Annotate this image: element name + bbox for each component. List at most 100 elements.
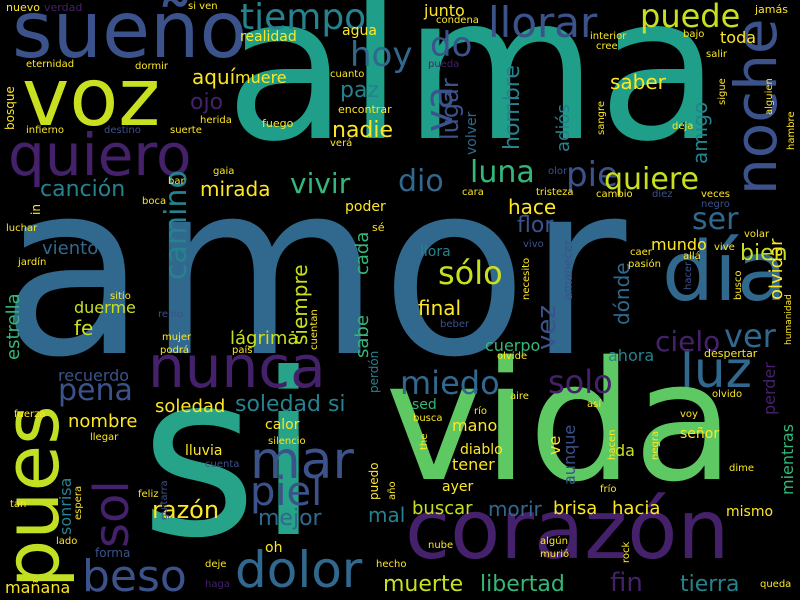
word-tierra: tierra xyxy=(680,572,740,597)
word-llegar: llegar xyxy=(90,432,119,443)
word-quiere: quiere xyxy=(604,162,699,197)
word-bajo: bajo xyxy=(683,29,705,40)
word-haga: haga xyxy=(205,579,230,590)
word-ahora: ahora xyxy=(608,346,655,365)
word-fe: fe xyxy=(74,316,94,340)
word-hombre: hombre xyxy=(500,65,525,150)
word-dormir: dormir xyxy=(135,61,169,72)
word-fuerza: fuerza xyxy=(14,409,46,420)
word-mal: mal xyxy=(368,503,406,527)
word-busco: busco xyxy=(733,270,744,300)
word-amigo: amigo xyxy=(688,101,712,164)
word-calor: calor xyxy=(265,417,300,433)
word-deja: deja xyxy=(672,121,694,132)
word-beber: beber xyxy=(440,319,470,330)
word-adios: adiós xyxy=(553,104,574,152)
word-quiero: quiero xyxy=(8,121,192,189)
word-mejor: mejor xyxy=(258,506,322,531)
word-pais: país xyxy=(232,345,253,356)
word-reino: reino xyxy=(158,309,184,320)
word-cree: cree xyxy=(596,41,618,52)
word-soledad: soledad xyxy=(155,396,226,417)
word-nunca-h: nunca xyxy=(148,333,326,401)
word-despertar: despertar xyxy=(704,347,758,360)
word-perdon: perdón xyxy=(367,350,381,393)
word-cuanto: cuanto xyxy=(330,69,365,80)
word-cambio: cambio xyxy=(596,189,633,200)
word-mundo: mundo xyxy=(651,235,707,254)
word-feliz: feliz xyxy=(138,489,159,500)
word-boca: boca xyxy=(142,196,167,207)
word-vive: vive xyxy=(714,242,735,253)
word-mujer: mujer xyxy=(162,332,192,343)
word-caer: caer xyxy=(630,247,652,258)
word-forma: forma xyxy=(95,546,131,560)
word-muere: muere xyxy=(235,68,287,87)
word-jamas: jamás xyxy=(755,3,788,16)
word-suerte: suerte xyxy=(170,125,202,136)
word-hacer: hacer xyxy=(683,261,694,290)
word-cancion: canción xyxy=(40,177,126,202)
word-ojo: ojo xyxy=(190,90,224,115)
word-puedo: puedo xyxy=(367,462,381,500)
word-soledad-si: soledad si xyxy=(235,392,346,417)
word-do: do xyxy=(430,25,473,65)
word-mar: mar xyxy=(250,431,354,491)
word-piel: piel xyxy=(250,469,323,515)
word-sigue: sigue xyxy=(717,78,728,105)
word-frio: frío xyxy=(600,484,617,495)
word-encontrar: encontrar xyxy=(338,103,392,116)
word-sueno: sueño xyxy=(12,0,248,76)
word-voz: voz xyxy=(22,51,161,144)
word-nadie: nadie xyxy=(332,118,394,143)
word-silencio: silencio xyxy=(268,436,306,447)
word-mismo: mismo xyxy=(726,504,774,520)
word-morir: morir xyxy=(488,497,542,521)
word-cielo: cielo xyxy=(655,325,721,358)
word-humanidad: humanidad xyxy=(784,294,794,345)
word-sangre: sangre xyxy=(596,100,607,135)
word-busca: busca xyxy=(413,413,443,424)
word-dio: dio xyxy=(398,164,444,199)
word-duerme: duerme xyxy=(74,298,136,317)
word-solo-acc: sólo xyxy=(438,254,503,292)
word-volver: volver xyxy=(464,111,480,155)
word-guitarra: guitarra xyxy=(159,480,170,520)
word-diablo: diablo xyxy=(460,442,503,458)
word-hace: hace xyxy=(508,195,557,219)
word-flor: flor xyxy=(517,213,554,238)
word-tener: tener xyxy=(452,455,495,474)
word-fuego: fuego xyxy=(262,117,294,130)
word-si-ven: si ven xyxy=(188,1,218,12)
word-diez: diez xyxy=(652,189,673,200)
word-the: the xyxy=(419,433,430,450)
word-necesito: necesito xyxy=(521,257,532,300)
word-fin: fin xyxy=(610,568,643,598)
word-si: si xyxy=(140,326,320,588)
word-dolor: dolor xyxy=(235,541,363,599)
word-rock: rock xyxy=(621,541,632,563)
word-razon: razón xyxy=(152,496,220,524)
word-brisa: brisa xyxy=(553,498,598,519)
word-vivo: vivo xyxy=(523,239,544,250)
word-mano: mano xyxy=(452,416,498,435)
word-poder: poder xyxy=(345,199,386,215)
word-pie: pie xyxy=(566,155,618,195)
word-donde: dónde xyxy=(610,262,634,325)
word-ano: año xyxy=(387,481,398,500)
word-estrella: estrella xyxy=(3,293,24,360)
word-destino: destino xyxy=(104,125,141,136)
word-corazon: corazón xyxy=(405,483,730,578)
word-agua: agua xyxy=(342,23,377,39)
word-bien: bien xyxy=(740,241,788,266)
word-in: in xyxy=(29,204,43,215)
word-miedo: miedo xyxy=(400,364,500,402)
word-realidad: realidad xyxy=(240,29,297,45)
word-cuentan: cuentan xyxy=(309,309,320,350)
word-lugar: lugar xyxy=(436,78,464,140)
word-lluvia: lluvia xyxy=(185,443,223,459)
word-tristeza: tristeza xyxy=(536,187,574,198)
word-buscar: buscar xyxy=(412,498,473,519)
word-mirada: mirada xyxy=(200,177,271,201)
word-luchar: luchar xyxy=(6,223,38,234)
